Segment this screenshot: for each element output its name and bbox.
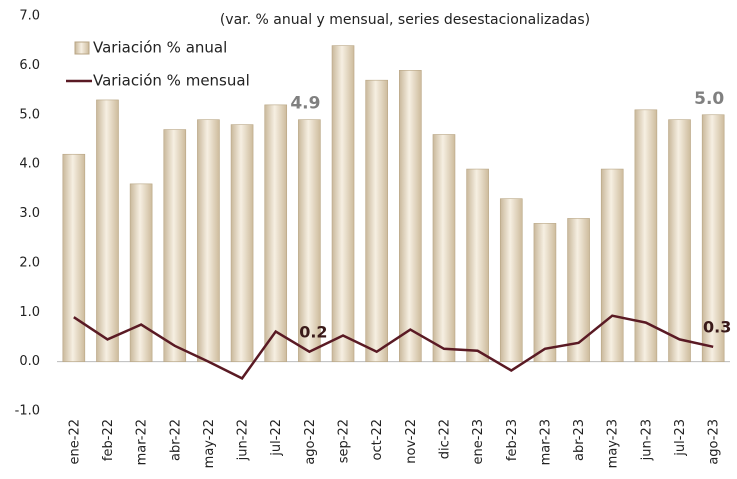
y-tick-label: 1.0 — [19, 305, 40, 320]
x-tick-label: ene-22 — [67, 419, 82, 464]
bar-value-label: 4.9 — [290, 94, 320, 114]
bar — [533, 223, 557, 362]
y-tick-label: 0.0 — [19, 354, 40, 369]
x-tick-label: may-22 — [202, 419, 217, 468]
line-value-label: 0.2 — [299, 322, 327, 341]
y-tick-label: 7.0 — [19, 9, 40, 24]
x-tick-label: jul-23 — [673, 419, 688, 457]
x-tick-label: feb-22 — [101, 419, 116, 461]
bar — [432, 134, 456, 362]
bar — [600, 168, 624, 362]
x-tick-label: mar-22 — [135, 419, 150, 465]
x-tick-label: jun-23 — [639, 419, 654, 461]
bar — [668, 119, 691, 362]
y-tick-label: 4.0 — [19, 157, 40, 172]
bar — [230, 124, 254, 362]
line-value-label: 0.3 — [703, 317, 731, 336]
bar — [499, 198, 523, 362]
chart-subtitle: (var. % anual y mensual, series desestac… — [220, 12, 590, 28]
bar — [399, 70, 422, 362]
bar — [567, 218, 590, 362]
y-tick-label: 2.0 — [19, 255, 40, 270]
bar — [163, 129, 187, 362]
x-tick-label: ago-23 — [707, 419, 722, 465]
x-tick-label: oct-22 — [370, 419, 385, 460]
x-tick-label: feb-23 — [505, 419, 520, 461]
bar — [264, 104, 288, 362]
legend-label: Variación % anual — [93, 39, 227, 57]
y-tick-label: 5.0 — [19, 107, 40, 122]
legend-label: Variación % mensual — [93, 72, 250, 90]
x-tick-label: dic-22 — [437, 419, 452, 459]
x-tick-label: ene-23 — [471, 419, 486, 464]
x-tick-label: ago-22 — [303, 419, 318, 465]
bar — [365, 79, 388, 362]
line — [73, 314, 714, 381]
bar — [634, 109, 658, 362]
bar-value-label: 5.0 — [694, 89, 724, 109]
x-tick-label: sep-22 — [337, 419, 352, 463]
x-tick-label: jun-22 — [236, 419, 251, 461]
x-tick-label: may-23 — [606, 419, 621, 468]
bar — [197, 119, 220, 362]
bar — [466, 168, 489, 362]
bar — [62, 153, 86, 362]
y-tick-label: 6.0 — [19, 58, 40, 73]
y-tick-label: -1.0 — [15, 404, 40, 419]
bar — [129, 183, 153, 362]
bar — [96, 99, 119, 362]
bar — [701, 114, 725, 362]
legend-swatch — [74, 41, 90, 55]
x-tick-label: abr-23 — [572, 419, 587, 461]
y-tick-label: 3.0 — [19, 206, 40, 221]
bar — [298, 119, 321, 362]
x-tick-label: nov-22 — [404, 419, 419, 464]
bar — [331, 45, 355, 362]
x-tick-label: mar-23 — [538, 419, 553, 465]
x-tick-label: jul-22 — [269, 419, 284, 457]
x-tick-label: abr-22 — [168, 419, 183, 461]
